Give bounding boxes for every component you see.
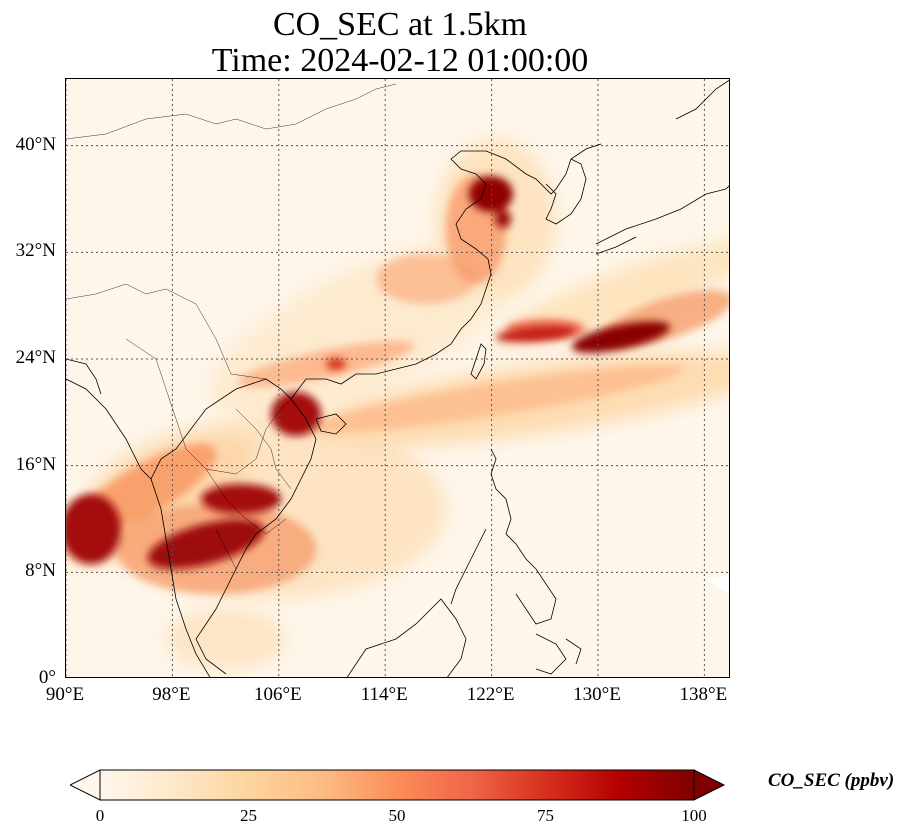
colorbar-tick-label: 25 [240,806,257,825]
map-panel [65,78,730,678]
colorbar-tick-label: 0 [95,806,105,825]
masked-area [706,574,729,593]
longitude-tick-label: 90°E [45,684,85,705]
longitude-tick-label: 130°E [573,684,621,705]
latitude-tick-label: 0° [38,667,56,688]
latitude-tick-label: 16°N [15,453,56,475]
longitude-tick-label: 122°E [466,684,515,705]
colorbar-tick-label: 50 [388,806,406,825]
colorbar-extend-high [693,769,726,801]
longitude-tick-label: 98°E [152,684,191,705]
longitude-tick-label: 138°E [679,684,728,705]
latitude-tick-label: 32°N [15,240,56,262]
latitude-tick-label: 8°N [25,560,56,582]
map-canvas [66,79,729,677]
latitude-tick-label: 40°N [15,133,56,155]
colorbar-extend-low [70,769,101,801]
map-subtitle: Time: 2024-02-12 01:00:00 [211,42,589,79]
graticule [66,79,729,677]
coastlines [66,79,729,677]
co-concentration-field [66,139,729,669]
colorbar-tick-label: 100 [681,806,707,825]
latitude-tick-label: 24°N [15,347,56,368]
longitude-tick-label: 106°E [253,684,302,705]
colorbar-label: CO_SEC (ppbv) [768,770,895,791]
map-title: CO_SEC at 1.5km [272,6,528,43]
colorbar-tick-label: 75 [537,806,554,825]
longitude-tick-label: 114°E [360,684,408,705]
country-borders [66,83,397,570]
colorbar-body [99,769,695,801]
colorbar [70,769,726,801]
